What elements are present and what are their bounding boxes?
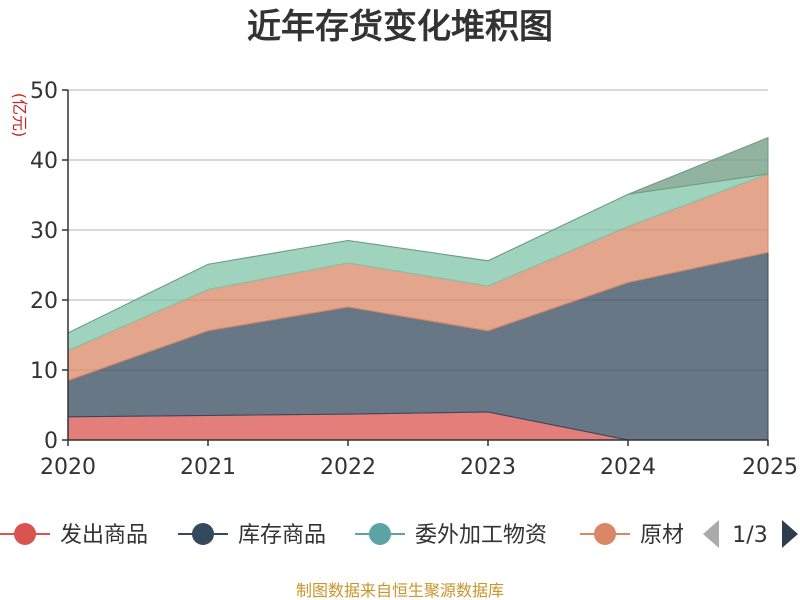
x-tick-label: 2023 (460, 455, 516, 480)
legend-label: 库存商品 (238, 523, 326, 548)
legend-label: 发出商品 (60, 523, 148, 548)
legend-entries: 发出商品 库存商品 委外加工物资 原材 (0, 523, 684, 548)
y-tick-label: 10 (30, 359, 58, 384)
x-tick-label: 2020 (40, 455, 96, 480)
y-tick-label: 50 (30, 79, 58, 104)
x-tick-label: 2021 (180, 455, 236, 480)
area-series-5 (67, 136, 769, 334)
legend-prev-arrow-icon[interactable] (703, 520, 719, 548)
y-axis-label: (亿元) (10, 93, 29, 138)
legend-item[interactable]: 原材 (580, 523, 684, 548)
x-tick-label: 2025 (742, 455, 798, 480)
legend-label: 原材 (640, 523, 684, 548)
x-tick-label: 2022 (320, 455, 376, 480)
legend-next-arrow-icon[interactable] (782, 520, 798, 548)
data-source-note: 制图数据来自恒生聚源数据库 (296, 581, 504, 600)
legend-marker (594, 523, 616, 545)
y-tick-label: 40 (30, 149, 58, 174)
legend-item[interactable]: 发出商品 (0, 523, 148, 548)
legend-page-indicator: 1/3 (732, 523, 767, 548)
x-tick-label: 2024 (600, 455, 656, 480)
legend-item[interactable]: 库存商品 (178, 523, 326, 548)
legend-marker (14, 523, 36, 545)
legend-marker (369, 523, 391, 545)
y-tick-label: 0 (44, 429, 58, 454)
legend-label: 委外加工物资 (415, 523, 547, 548)
chart-title: 近年存货变化堆积图 (247, 7, 553, 47)
legend-marker (192, 523, 214, 545)
y-tick-label: 30 (30, 219, 58, 244)
area-series (67, 136, 769, 441)
legend: 发出商品 库存商品 委外加工物资 原材 1/3 (0, 520, 798, 548)
y-tick-label: 20 (30, 289, 58, 314)
legend-item[interactable]: 委外加工物资 (355, 523, 547, 548)
y-axis-unit: 亿元 (10, 99, 29, 131)
axes: 0 10 20 30 40 50 2020 2021 2022 2023 2024 2025 (30, 79, 798, 480)
